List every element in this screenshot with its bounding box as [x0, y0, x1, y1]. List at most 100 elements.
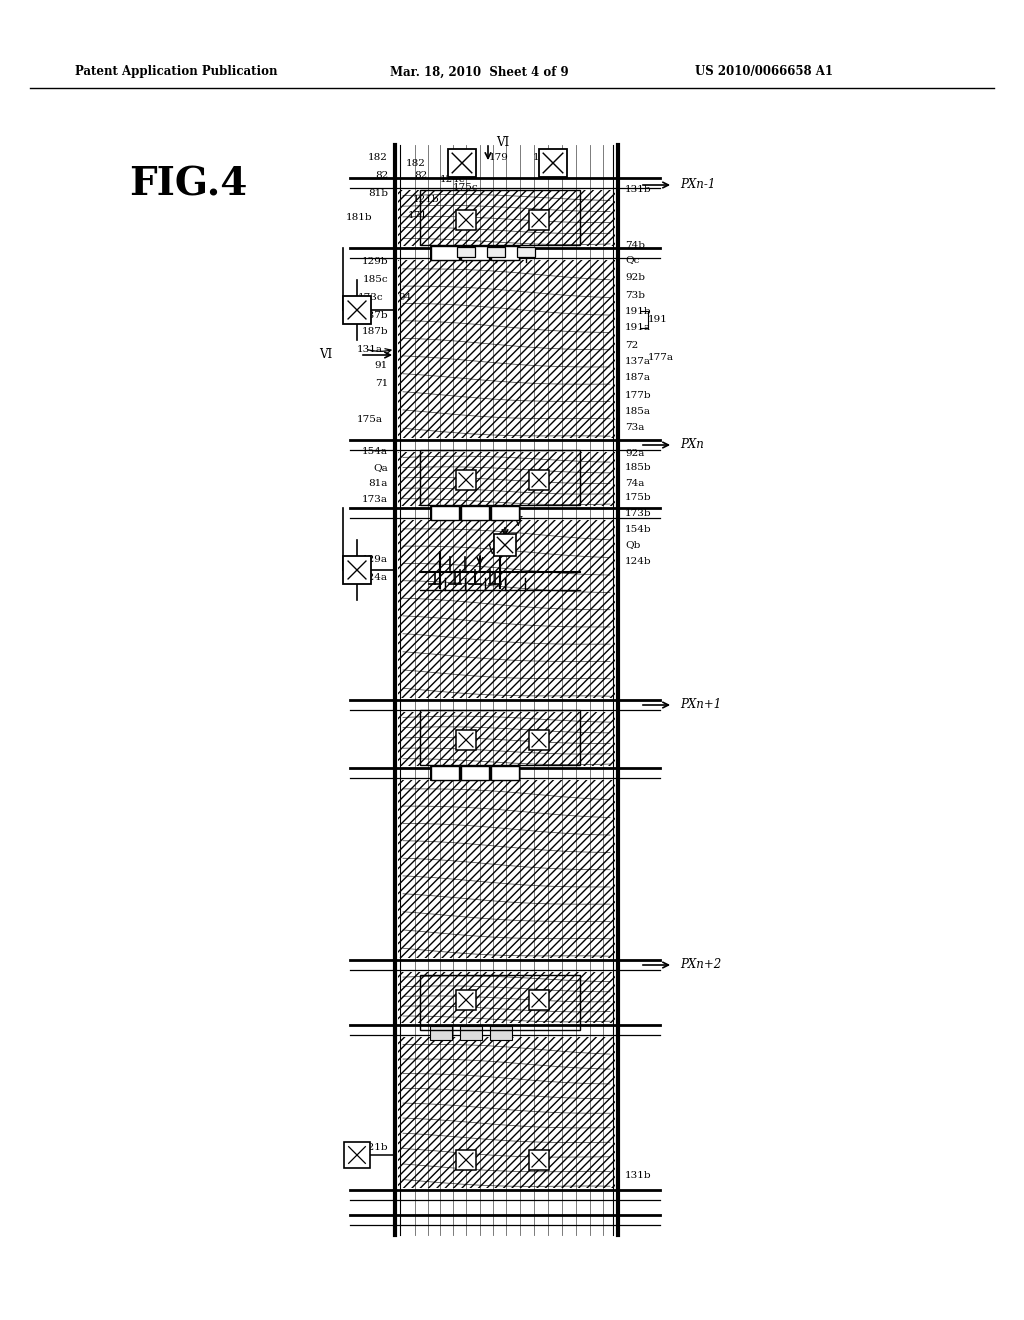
Text: 74a: 74a: [625, 479, 644, 487]
Bar: [490, 506, 512, 520]
Text: PXn+1: PXn+1: [680, 698, 721, 711]
Text: 94: 94: [398, 293, 412, 302]
Text: 82: 82: [414, 170, 427, 180]
Text: 191a: 191a: [625, 323, 651, 333]
Text: 177a: 177a: [648, 354, 674, 363]
Bar: [456, 470, 476, 490]
Bar: [490, 246, 512, 260]
Text: Qa: Qa: [374, 463, 388, 473]
Text: 175c: 175c: [453, 183, 478, 193]
Bar: [398, 451, 615, 506]
Text: 171: 171: [408, 210, 428, 219]
Bar: [490, 766, 512, 780]
Bar: [420, 710, 580, 766]
Bar: [460, 506, 482, 520]
Bar: [490, 1026, 512, 1040]
Text: 175b: 175b: [625, 494, 651, 503]
Bar: [430, 1026, 452, 1040]
Text: 185b: 185b: [625, 463, 651, 473]
Bar: [487, 247, 505, 257]
Text: 81b: 81b: [368, 189, 388, 198]
Bar: [460, 1026, 482, 1040]
Bar: [343, 556, 371, 583]
Text: 173b: 173b: [625, 510, 651, 519]
Text: 179: 179: [489, 153, 509, 161]
Text: Mar. 18, 2010  Sheet 4 of 9: Mar. 18, 2010 Sheet 4 of 9: [390, 66, 568, 78]
Bar: [456, 1150, 476, 1170]
Text: 137b: 137b: [361, 310, 388, 319]
Bar: [456, 990, 476, 1010]
Text: 121b: 121b: [413, 195, 439, 205]
Bar: [420, 975, 580, 1030]
Text: 81a: 81a: [369, 479, 388, 487]
Text: 182: 182: [406, 158, 426, 168]
Text: 173c: 173c: [357, 293, 383, 302]
Bar: [490, 766, 519, 780]
Bar: [398, 1038, 615, 1188]
Text: PXn: PXn: [680, 438, 703, 451]
Text: VI: VI: [487, 544, 501, 557]
Text: 191: 191: [648, 315, 668, 325]
Bar: [461, 246, 489, 260]
Text: 82: 82: [375, 170, 388, 180]
Bar: [430, 506, 452, 520]
Bar: [430, 766, 452, 780]
Bar: [529, 1150, 549, 1170]
Text: 124b: 124b: [625, 557, 651, 566]
Text: 124c: 124c: [440, 176, 466, 185]
Text: Qc: Qc: [625, 256, 639, 264]
Bar: [398, 190, 615, 246]
Bar: [539, 149, 567, 177]
Text: 129b: 129b: [361, 257, 388, 267]
Text: 129a: 129a: [362, 556, 388, 565]
Bar: [449, 149, 476, 177]
Bar: [420, 450, 580, 506]
Text: 175a: 175a: [357, 416, 383, 425]
Bar: [460, 246, 482, 260]
Text: 72: 72: [625, 341, 638, 350]
Bar: [420, 190, 580, 246]
Text: 181b: 181b: [345, 214, 372, 223]
Bar: [494, 535, 516, 556]
Text: 74b: 74b: [625, 240, 645, 249]
Text: 131b: 131b: [625, 1171, 651, 1180]
Bar: [398, 780, 615, 958]
Text: 124a: 124a: [362, 573, 388, 582]
Bar: [398, 520, 615, 698]
Text: 71: 71: [375, 379, 388, 388]
Bar: [398, 260, 615, 438]
Text: 173a: 173a: [362, 495, 388, 504]
Text: 182: 182: [368, 153, 388, 161]
Text: 121b: 121b: [361, 1143, 388, 1151]
Text: 185c: 185c: [362, 276, 388, 285]
Text: 73b: 73b: [625, 290, 645, 300]
Text: US 2010/0066658 A1: US 2010/0066658 A1: [695, 66, 833, 78]
Text: 187b: 187b: [361, 327, 388, 337]
Bar: [461, 766, 489, 780]
Bar: [529, 470, 549, 490]
Bar: [456, 730, 476, 750]
Text: PXn+2: PXn+2: [680, 958, 721, 972]
Text: 131a: 131a: [357, 345, 383, 354]
Text: 137a: 137a: [625, 358, 651, 367]
Bar: [529, 210, 549, 230]
Text: PXn-1: PXn-1: [680, 178, 716, 191]
Text: VI: VI: [318, 348, 332, 362]
Bar: [460, 766, 482, 780]
Bar: [343, 296, 371, 323]
Text: 187a: 187a: [625, 374, 651, 383]
Text: Patent Application Publication: Patent Application Publication: [75, 66, 278, 78]
Text: 92b: 92b: [625, 273, 645, 282]
Text: 154a: 154a: [362, 447, 388, 457]
Text: 131b: 131b: [625, 186, 651, 194]
Bar: [431, 766, 459, 780]
Text: VI: VI: [496, 136, 509, 149]
Text: V: V: [513, 516, 521, 529]
Text: 154b: 154b: [625, 525, 651, 535]
Text: 92a: 92a: [625, 449, 644, 458]
Text: 191b: 191b: [625, 308, 651, 317]
Bar: [344, 1142, 370, 1168]
Text: 177b: 177b: [625, 391, 651, 400]
Bar: [430, 246, 452, 260]
Bar: [461, 506, 489, 520]
